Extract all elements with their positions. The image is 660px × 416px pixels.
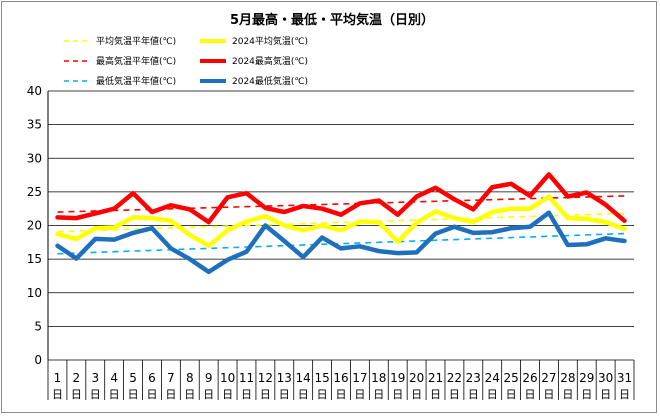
x-tick-label: 12 [258, 371, 273, 385]
y-tick-label: 5 [34, 319, 42, 333]
x-tick-suffix: 日 [468, 388, 479, 401]
x-tick-label: 18 [371, 371, 386, 385]
x-tick-suffix: 日 [279, 388, 290, 401]
x-tick-suffix: 日 [600, 388, 611, 401]
x-tick-suffix: 日 [241, 388, 252, 401]
x-tick-label: 22 [447, 371, 462, 385]
x-tick-label: 8 [186, 371, 194, 385]
series-line-2024 [55, 172, 627, 225]
y-tick-label: 15 [27, 252, 42, 266]
x-tick-suffix: 日 [146, 388, 157, 401]
legend: 平均気温平年値(℃) 2024平均気温(℃) 最高気温平年値(℃) 2024最高気温(… [64, 35, 308, 87]
x-tick-suffix: 日 [373, 388, 384, 401]
x-tick-label: 15 [314, 371, 329, 385]
series-line-2024 [55, 194, 627, 248]
x-tick-label: 10 [220, 371, 235, 385]
x-tick-label: 28 [560, 371, 575, 385]
x-tick-label: 29 [579, 371, 594, 385]
x-tick-suffix: 日 [487, 388, 498, 401]
x-tick-label: 26 [522, 371, 537, 385]
y-tick-label: 10 [27, 286, 42, 300]
x-tick-suffix: 日 [71, 388, 82, 401]
x-tick-label: 16 [333, 371, 348, 385]
series-line-normal [57, 232, 625, 255]
x-tick-suffix: 日 [336, 388, 347, 401]
x-tick-label: 24 [485, 371, 500, 385]
legend-label: 最低気温平年値(℃) [96, 75, 176, 87]
x-tick-suffix: 日 [90, 388, 101, 401]
x-tick-label: 25 [503, 371, 518, 385]
x-tick-suffix: 日 [298, 388, 309, 401]
x-tick-suffix: 日 [222, 388, 233, 401]
x-tick-suffix: 日 [430, 388, 441, 401]
x-tick-suffix: 日 [354, 388, 365, 401]
x-tick-suffix: 日 [52, 388, 63, 401]
x-tick-label: 14 [296, 371, 311, 385]
legend-label: 最高気温平年値(℃) [96, 55, 176, 67]
y-tick-label: 25 [27, 185, 42, 199]
x-tick-suffix: 日 [543, 388, 554, 401]
series-line-2024 [55, 210, 627, 275]
x-tick-suffix: 日 [506, 388, 517, 401]
y-tick-label: 0 [34, 353, 42, 367]
x-tick-label: 7 [167, 371, 175, 385]
x-tick-label: 30 [598, 371, 613, 385]
x-tick-suffix: 日 [581, 388, 592, 401]
x-tick-suffix: 日 [449, 388, 460, 401]
x-tick-label: 23 [466, 371, 481, 385]
x-axis: 1日2日3日4日5日6日7日8日9日10日11日12日13日14日15日16日1… [47, 360, 635, 401]
x-tick-label: 2 [73, 371, 81, 385]
x-tick-label: 13 [277, 371, 292, 385]
y-tick-label: 35 [27, 118, 42, 132]
x-tick-label: 4 [110, 371, 118, 385]
x-tick-label: 20 [409, 371, 424, 385]
y-axis: 0 5 10 15 20 25 30 35 40 [27, 84, 49, 367]
x-tick-suffix: 日 [260, 388, 271, 401]
legend-label: 平均気温平年値(℃) [96, 35, 176, 47]
x-tick-suffix: 日 [411, 388, 422, 401]
x-tick-label: 31 [617, 371, 632, 385]
legend-label: 2024最高気温(℃) [232, 55, 308, 67]
y-tick-label: 40 [27, 84, 42, 98]
x-tick-label: 6 [148, 371, 156, 385]
x-tick-label: 5 [129, 371, 137, 385]
x-tick-suffix: 日 [525, 388, 536, 401]
legend-label: 2024最低気温(℃) [232, 75, 308, 87]
x-tick-label: 27 [541, 371, 556, 385]
x-tick-suffix: 日 [165, 388, 176, 401]
y-tick-label: 30 [27, 151, 42, 165]
x-tick-label: 3 [91, 371, 99, 385]
x-tick-label: 21 [428, 371, 443, 385]
x-tick-suffix: 日 [184, 388, 195, 401]
x-tick-suffix: 日 [128, 388, 139, 401]
x-tick-label: 1 [54, 371, 62, 385]
y-tick-label: 20 [27, 219, 42, 233]
x-tick-suffix: 日 [109, 388, 120, 401]
x-tick-label: 9 [205, 371, 213, 385]
plot-area [55, 172, 627, 275]
x-tick-suffix: 日 [619, 388, 630, 401]
x-tick-label: 11 [239, 371, 254, 385]
gridlines [48, 90, 634, 361]
x-tick-suffix: 日 [203, 388, 214, 401]
x-tick-label: 17 [352, 371, 367, 385]
x-tick-suffix: 日 [392, 388, 403, 401]
x-tick-suffix: 日 [562, 388, 573, 401]
legend-label: 2024平均気温(℃) [232, 35, 308, 47]
x-tick-suffix: 日 [317, 388, 328, 401]
chart-title: 5月最高・最低・平均気温（日別） [230, 12, 434, 28]
x-tick-label: 19 [390, 371, 405, 385]
